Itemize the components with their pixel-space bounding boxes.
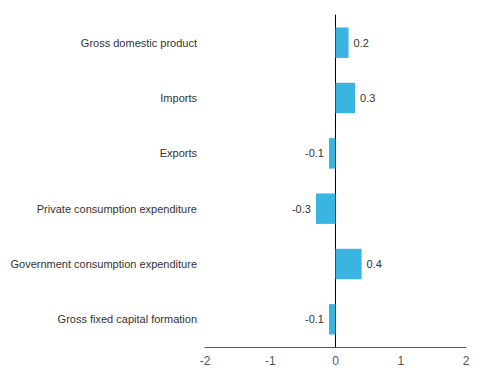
svg-text:Gross fixed capital formation: Gross fixed capital formation: [58, 313, 197, 325]
svg-text:0: 0: [332, 354, 339, 368]
svg-text:Exports: Exports: [160, 147, 198, 159]
svg-text:1: 1: [397, 354, 404, 368]
svg-text:Gross domestic product: Gross domestic product: [81, 37, 197, 49]
svg-text:-1: -1: [265, 354, 276, 368]
svg-text:0.2: 0.2: [354, 37, 369, 49]
svg-text:-0.3: -0.3: [292, 203, 311, 215]
svg-text:-0.1: -0.1: [305, 313, 324, 325]
svg-text:Private consumption expenditur: Private consumption expenditure: [37, 203, 197, 215]
svg-text:Government consumption expendi: Government consumption expenditure: [11, 258, 198, 270]
svg-text:2: 2: [463, 354, 470, 368]
svg-text:-2: -2: [200, 354, 211, 368]
svg-text:0.4: 0.4: [367, 258, 382, 270]
svg-text:0.3: 0.3: [360, 92, 375, 104]
svg-text:-0.1: -0.1: [305, 147, 324, 159]
svg-text:Imports: Imports: [160, 92, 197, 104]
